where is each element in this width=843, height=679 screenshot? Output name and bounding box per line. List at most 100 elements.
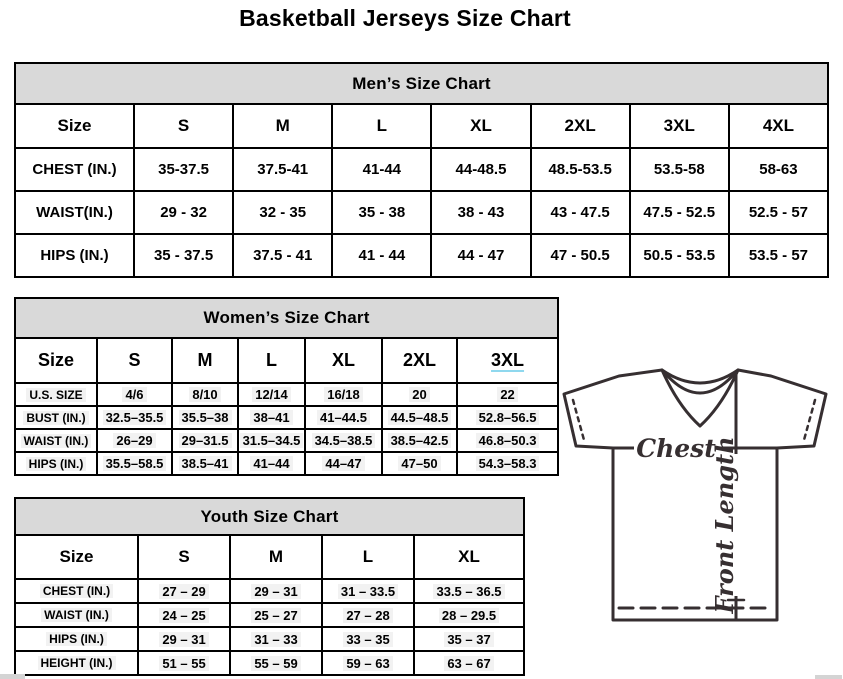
size-column-header: XL	[304, 337, 383, 384]
value-cell: 16/18	[304, 382, 383, 407]
value-cell: 44-48.5	[430, 147, 532, 192]
row-label: HIPS (IN.)	[14, 233, 135, 278]
value-cell: 28 – 29.5	[412, 602, 526, 628]
size-column-header: XL	[430, 103, 532, 149]
value-cell: 51 – 55	[137, 650, 231, 676]
value-cell: 25 – 27	[229, 602, 323, 628]
measurement-row: HEIGHT (IN.) 51 – 55 55 – 59 59 – 63 63 – 67	[14, 650, 526, 676]
highlighted-text: 59 – 63	[343, 655, 393, 671]
table-title-row: Youth Size Chart	[13, 497, 526, 536]
highlighted-text: 16/18	[324, 387, 363, 402]
size-column-header: 2XL	[529, 103, 631, 149]
value-cell: 4/6	[96, 382, 173, 407]
value-cell: 38–41	[237, 405, 306, 430]
highlighted-text: 35 – 37	[444, 631, 494, 647]
highlighted-text: 31 – 33	[251, 631, 301, 647]
size-column-header: S	[137, 534, 231, 580]
highlighted-text: 31.5–34.5	[240, 433, 303, 448]
measurement-row: HIPS (IN.) 35.5–58.5 38.5–41 41–44 44–47 47–5…	[14, 451, 560, 476]
value-cell: 12/14	[237, 382, 306, 407]
highlighted-text: 28 – 29.5	[438, 607, 500, 623]
corner-header-cell: Size	[14, 103, 135, 149]
highlighted-text: 46.8–50.3	[475, 433, 540, 448]
v-neck-outline	[660, 368, 740, 428]
value-cell: 26–29	[96, 428, 173, 453]
chest-label: Chest	[636, 434, 716, 463]
size-column-header: M	[171, 337, 239, 384]
highlighted-text: HIPS (IN.)	[46, 632, 107, 646]
highlighted-text: 27 – 29	[159, 583, 209, 599]
measurement-row: WAIST (IN.) 26–29 29–31.5 31.5–34.5 34.5–38.…	[14, 428, 560, 453]
highlighted-text: WAIST (IN.)	[20, 433, 92, 448]
highlighted-text: 26–29	[113, 433, 156, 448]
measurement-row: BUST (IN.) 32.5–35.5 35.5–38 38–41 41–44.5 44…	[14, 405, 560, 430]
value-cell: 41 - 44	[331, 233, 433, 278]
highlighted-text: 20	[409, 387, 430, 402]
value-cell: 47.5 - 52.5	[628, 190, 730, 235]
highlighted-text: 55 – 59	[251, 655, 301, 671]
row-label: CHEST (IN.)	[14, 578, 139, 604]
highlighted-text: 52.8–56.5	[475, 410, 540, 425]
highlighted-text: 54.3–58.3	[475, 456, 540, 471]
value-cell: 29 – 31	[137, 626, 231, 652]
value-cell: 31.5–34.5	[237, 428, 306, 453]
value-cell: 32 - 35	[232, 190, 334, 235]
row-label: WAIST (IN.)	[14, 428, 98, 453]
size-header-row: Size S M L XL	[14, 534, 526, 580]
highlighted-text: HIPS (IN.)	[25, 456, 87, 471]
right-cuff-dashed-seam	[802, 398, 817, 442]
value-cell: 50.5 - 53.5	[628, 233, 730, 278]
value-cell: 48.5-53.5	[529, 147, 631, 192]
value-cell: 32.5–35.5	[96, 405, 173, 430]
corner-header-cell: Size	[14, 337, 98, 384]
value-cell: 20	[381, 382, 458, 407]
size-header-row: Size S M L XL 2XL 3XL	[14, 337, 560, 384]
value-cell: 33.5 – 36.5	[412, 578, 526, 604]
womens-size-table: Women’s Size Chart Size S M L XL 2XL 3XL U.S. SI…	[13, 297, 560, 476]
table-title: Youth Size Chart	[13, 497, 526, 536]
size-column-header: 2XL	[381, 337, 458, 384]
value-cell: 31 – 33.5	[321, 578, 415, 604]
corner-header-cell: Size	[14, 534, 139, 580]
value-cell: 33 – 35	[321, 626, 415, 652]
highlighted-text: 29 – 31	[159, 631, 209, 647]
row-label: HIPS (IN.)	[14, 626, 139, 652]
size-column-header: S	[132, 103, 235, 149]
value-cell: 38.5–41	[171, 451, 239, 476]
value-cell: 24 – 25	[137, 602, 231, 628]
value-cell: 29 - 32	[132, 190, 235, 235]
horizontal-scrollbar-left-fragment[interactable]	[0, 674, 25, 679]
value-cell: 29 – 31	[229, 578, 323, 604]
highlighted-text: 41–44	[250, 456, 293, 471]
highlighted-text: BUST (IN.)	[23, 410, 89, 425]
highlighted-text: 51 – 55	[159, 655, 209, 671]
horizontal-scrollbar-right-fragment[interactable]	[815, 675, 842, 679]
left-cuff-dashed-seam	[571, 398, 586, 442]
value-cell: 35.5–58.5	[96, 451, 173, 476]
value-cell: 8/10	[171, 382, 239, 407]
highlighted-text: 32.5–35.5	[102, 410, 167, 425]
front-length-label: Front Length	[710, 436, 739, 614]
highlighted-text: HEIGHT (IN.)	[37, 656, 116, 670]
measurement-row: CHEST (IN.) 27 – 29 29 – 31 31 – 33.5 33.5 –…	[14, 578, 526, 604]
measurement-row: HIPS (IN.) 35 - 37.5 37.5 - 41 41 - 44 44 - …	[14, 233, 830, 278]
value-cell: 35 – 37	[412, 626, 526, 652]
value-cell: 46.8–50.3	[455, 428, 560, 453]
value-cell: 35 - 38	[331, 190, 433, 235]
size-column-header: L	[321, 534, 415, 580]
table-title-row: Men’s Size Chart	[14, 62, 829, 105]
value-cell: 37.5-41	[232, 147, 334, 192]
table-title: Men’s Size Chart	[14, 62, 829, 105]
row-label: WAIST (IN.)	[14, 602, 139, 628]
row-label: CHEST (IN.)	[14, 147, 135, 192]
highlighted-text: 34.5–38.5	[311, 433, 376, 448]
size-column-header: M	[232, 103, 334, 149]
measurement-row: U.S. SIZE 4/6 8/10 12/14 16/18 20 22	[14, 382, 560, 407]
measurement-row: CHEST (IN.) 35-37.5 37.5-41 41-44 44-48.5 48.…	[14, 147, 830, 192]
highlighted-text: U.S. SIZE	[26, 387, 86, 402]
size-column-header: L	[237, 337, 306, 384]
value-cell: 47–50	[381, 451, 458, 476]
value-cell: 22	[455, 382, 560, 407]
value-cell: 58-63	[727, 147, 830, 192]
row-label: BUST (IN.)	[14, 405, 98, 430]
